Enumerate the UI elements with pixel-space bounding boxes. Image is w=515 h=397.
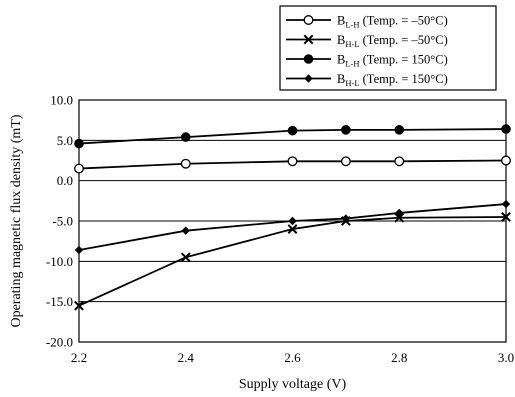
legend-marker (303, 15, 314, 25)
data-point (341, 214, 351, 223)
data-point (501, 124, 511, 134)
data-point (501, 212, 511, 222)
legend: BL-H (Temp. = –50°C) BH-L (Temp. = –50°C)… (279, 5, 497, 91)
data-point (394, 212, 405, 223)
series-line (78, 128, 507, 145)
data-point (287, 224, 298, 234)
tick-labels: 10.0 5.0 0.0 -5.0 -10.0 -15.0 -20.02.2 2.4 2.6 2.… (46, 93, 514, 366)
legend-marker (303, 34, 314, 45)
x-tick-label: 3.0 (498, 350, 514, 365)
legend-entry: BL-H (Temp. = 150°C) (286, 53, 448, 69)
legend-marker (304, 74, 313, 83)
legend-label: BH-L (Temp. = 150°C) (337, 72, 448, 88)
data-point (340, 156, 351, 167)
x-tick-label: 2.6 (284, 350, 301, 365)
data-point (74, 245, 84, 255)
series-line (78, 159, 507, 170)
data-point (341, 125, 351, 135)
plot-frame (78, 99, 507, 343)
series-1 (74, 155, 511, 174)
data-point (288, 216, 297, 226)
data-point (74, 163, 84, 174)
data-point (74, 300, 84, 311)
legend-entry: BL-H (Temp. = –50°C) (286, 14, 448, 30)
legend-label: BL-H (Temp. = 150°C) (337, 53, 448, 69)
x-tick-label: 2.8 (391, 350, 407, 365)
series-4 (74, 199, 511, 255)
data-point (180, 132, 191, 142)
y-tick-label: -20.0 (46, 335, 73, 350)
data-point (287, 125, 298, 136)
series-2 (74, 212, 511, 311)
data-point (501, 199, 511, 209)
x-tick-label: 2.4 (178, 350, 195, 365)
data-point (394, 156, 405, 167)
data-point (395, 208, 404, 218)
y-tick-label: 10.0 (50, 93, 73, 108)
series-3 (74, 124, 511, 149)
data-point (501, 155, 511, 166)
legend-marker (303, 54, 314, 64)
x-axis-title: Supply voltage (V) (239, 377, 347, 392)
legend-label: BL-H (Temp. = –50°C) (337, 14, 448, 30)
y-tick-label: -15.0 (46, 294, 73, 309)
legend-entry: BH-L (Temp. = 150°C) (286, 72, 448, 88)
data-point (394, 125, 405, 135)
y-tick-label: 0.0 (57, 173, 73, 188)
data-point (180, 252, 191, 263)
data-point (74, 138, 84, 149)
data-point (181, 226, 190, 235)
y-tick-label: -10.0 (46, 254, 73, 269)
data-point (180, 158, 191, 169)
y-axis-title: Operating magnetic flux density (mT) (9, 114, 24, 327)
series-line (78, 203, 507, 251)
series-line (78, 216, 507, 307)
legend-entry: BH-L (Temp. = –50°C) (286, 33, 448, 49)
legend-label: BH-L (Temp. = –50°C) (337, 33, 448, 49)
series-layer (74, 124, 511, 311)
y-tick-label: -5.0 (52, 214, 73, 229)
data-point (287, 156, 298, 167)
y-tick-label: 5.0 (57, 133, 73, 148)
x-tick-label: 2.2 (71, 350, 87, 365)
